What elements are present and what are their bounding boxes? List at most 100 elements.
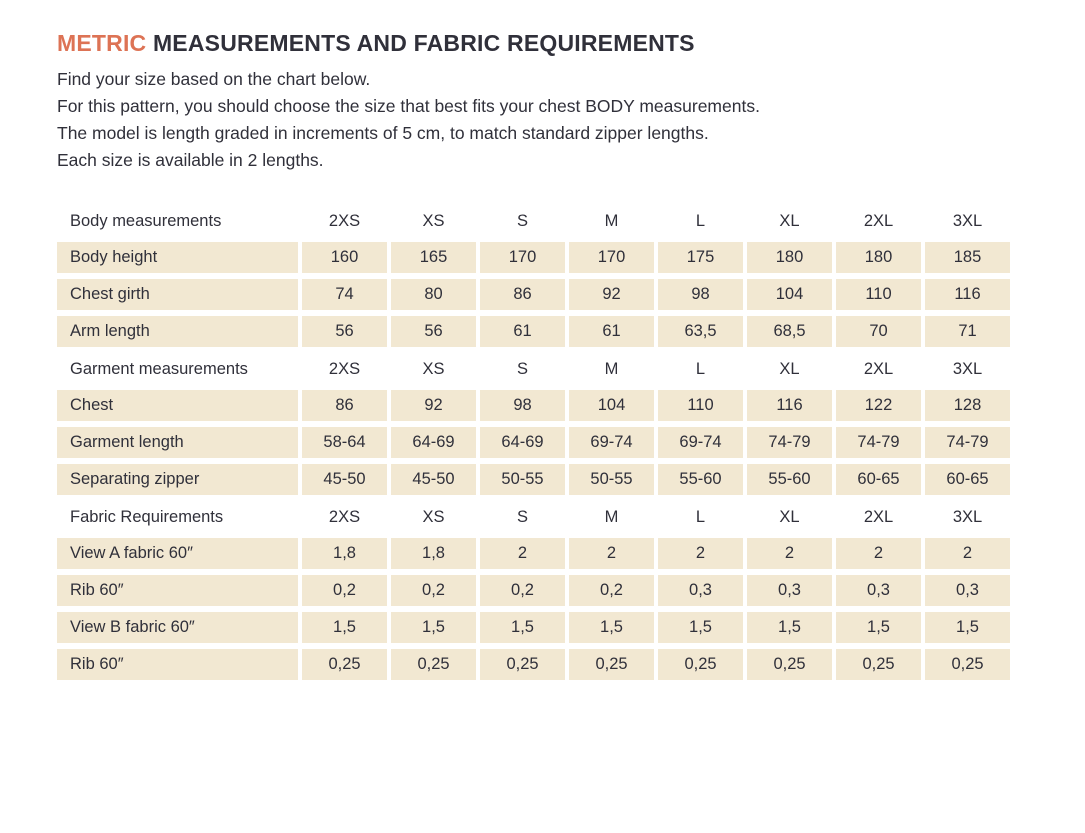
intro-line: For this pattern, you should choose the … — [57, 96, 760, 116]
value-cell: 0,25 — [391, 649, 476, 680]
value-cell: 1,5 — [302, 612, 387, 643]
value-cell: 0,25 — [747, 649, 832, 680]
value-cell: 64-69 — [391, 427, 476, 458]
table-row: Separating zipper 45-50 45-50 50-55 50-55 55-… — [57, 464, 1010, 495]
value-cell: 98 — [480, 390, 565, 421]
size-column-header: S — [516, 507, 528, 526]
value-cell: 63,5 — [658, 316, 743, 347]
value-cell: 50-55 — [569, 464, 654, 495]
value-cell: 0,2 — [569, 575, 654, 606]
value-cell: 0,3 — [836, 575, 921, 606]
table-row: Garment length 58-64 64-69 64-69 69-74 69-74 7… — [57, 427, 1010, 458]
value-cell: 2 — [569, 538, 654, 569]
value-cell: 1,5 — [391, 612, 476, 643]
value-cell: 74-79 — [836, 427, 921, 458]
row-label: Separating zipper — [57, 464, 298, 495]
value-cell: 61 — [480, 316, 565, 347]
value-cell: 128 — [925, 390, 1010, 421]
size-column-header: 2XL — [863, 211, 894, 230]
size-column-header: XS — [422, 211, 445, 230]
size-column-header: XL — [779, 211, 800, 230]
section-header-row: Fabric Requirements 2XS XS S M L XL 2XL 3XL — [57, 503, 1010, 531]
value-cell: 58-64 — [302, 427, 387, 458]
section-header-label: Body measurements — [70, 211, 222, 230]
page-title-rest: MEASUREMENTS AND FABRIC REQUIREMENTS — [152, 30, 695, 56]
value-cell: 86 — [302, 390, 387, 421]
value-cell: 0,2 — [391, 575, 476, 606]
value-cell: 1,5 — [569, 612, 654, 643]
section-header-row: Body measurements 2XS XS S M L XL 2XL 3XL — [57, 207, 1010, 235]
value-cell: 74-79 — [925, 427, 1010, 458]
row-label: Rib 60″ — [57, 575, 298, 606]
size-column-header: 2XS — [328, 211, 361, 230]
value-cell: 71 — [925, 316, 1010, 347]
value-cell: 165 — [391, 242, 476, 273]
value-cell: 0,25 — [480, 649, 565, 680]
value-cell: 110 — [658, 390, 743, 421]
value-cell: 64-69 — [480, 427, 565, 458]
value-cell: 116 — [747, 390, 832, 421]
value-cell: 104 — [747, 279, 832, 310]
value-cell: 50-55 — [480, 464, 565, 495]
value-cell: 0,2 — [302, 575, 387, 606]
size-column-header: L — [695, 211, 706, 230]
value-cell: 56 — [302, 316, 387, 347]
value-cell: 60-65 — [925, 464, 1010, 495]
value-cell: 1,5 — [658, 612, 743, 643]
section-header-label: Fabric Requirements — [70, 507, 224, 526]
size-column-header: M — [604, 359, 619, 378]
size-column-header: XS — [422, 359, 445, 378]
value-cell: 160 — [302, 242, 387, 273]
size-column-header: M — [604, 211, 619, 230]
value-cell: 0,25 — [569, 649, 654, 680]
value-cell: 70 — [836, 316, 921, 347]
value-cell: 2 — [480, 538, 565, 569]
row-label: Rib 60″ — [57, 649, 298, 680]
size-column-header: S — [516, 211, 528, 230]
value-cell: 0,25 — [302, 649, 387, 680]
row-label: Chest — [57, 390, 298, 421]
value-cell: 61 — [569, 316, 654, 347]
value-cell: 1,8 — [302, 538, 387, 569]
value-cell: 55-60 — [747, 464, 832, 495]
size-column-header: XL — [779, 507, 800, 526]
value-cell: 180 — [747, 242, 832, 273]
size-column-header: S — [516, 359, 528, 378]
value-cell: 74 — [302, 279, 387, 310]
value-cell: 68,5 — [747, 316, 832, 347]
value-cell: 45-50 — [302, 464, 387, 495]
value-cell: 0,25 — [836, 649, 921, 680]
value-cell: 0,3 — [925, 575, 1010, 606]
size-column-header: 2XS — [328, 359, 361, 378]
table-row: Rib 60″ 0,2 0,2 0,2 0,2 0,3 0,3 0,3 0,3 — [57, 575, 1010, 606]
size-column-header: 3XL — [952, 211, 983, 230]
value-cell: 2 — [836, 538, 921, 569]
size-column-header: XS — [422, 507, 445, 526]
value-cell: 92 — [391, 390, 476, 421]
section-header-label: Garment measurements — [70, 359, 248, 378]
value-cell: 0,3 — [658, 575, 743, 606]
value-cell: 175 — [658, 242, 743, 273]
intro-line: The model is length graded in increments… — [57, 123, 709, 143]
table-row: Chest girth 74 80 86 92 98 104 110 116 — [57, 279, 1010, 310]
size-column-header: L — [695, 359, 706, 378]
value-cell: 69-74 — [569, 427, 654, 458]
value-cell: 1,5 — [747, 612, 832, 643]
value-cell: 185 — [925, 242, 1010, 273]
value-cell: 180 — [836, 242, 921, 273]
value-cell: 1,5 — [836, 612, 921, 643]
table-row: Chest 86 92 98 104 110 116 122 128 — [57, 390, 1010, 421]
value-cell: 55-60 — [658, 464, 743, 495]
value-cell: 56 — [391, 316, 476, 347]
value-cell: 0,25 — [925, 649, 1010, 680]
intro-line: Find your size based on the chart below. — [57, 69, 371, 89]
size-column-header: 2XL — [863, 507, 894, 526]
value-cell: 1,5 — [925, 612, 1010, 643]
page-content: METRIC MEASUREMENTS AND FABRIC REQUIREME… — [57, 30, 1010, 680]
table-row: Body height 160 165 170 170 175 180 180 185 — [57, 242, 1010, 273]
row-label: Body height — [57, 242, 298, 273]
value-cell: 170 — [569, 242, 654, 273]
table-row: Rib 60″ 0,25 0,25 0,25 0,25 0,25 0,25 0,25 0,25 — [57, 649, 1010, 680]
row-label: View B fabric 60″ — [57, 612, 298, 643]
